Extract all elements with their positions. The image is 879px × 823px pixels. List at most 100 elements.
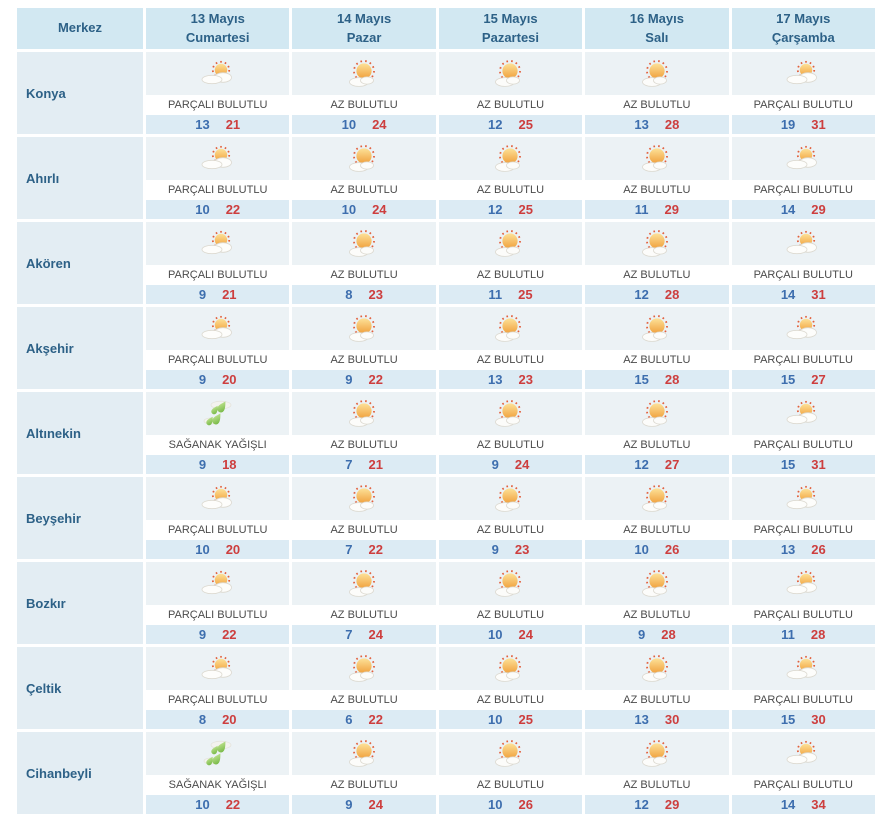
temperature-range: 14 34 xyxy=(731,795,875,814)
max-temp: 21 xyxy=(368,457,383,472)
header-weekday: Pazar xyxy=(346,29,382,45)
forecast-cell: AZ BULUTLU 11 25 xyxy=(438,222,583,304)
max-temp: 26 xyxy=(811,542,826,557)
condition-label: AZ BULUTLU xyxy=(438,435,583,455)
condition-label: PARÇALI BULUTLU xyxy=(731,520,875,540)
max-temp: 25 xyxy=(518,712,533,727)
min-temp: 14 xyxy=(780,202,796,217)
max-temp: 24 xyxy=(368,627,383,642)
condition-label: AZ BULUTLU xyxy=(585,690,729,710)
condition-label: PARÇALI BULUTLU xyxy=(146,605,290,625)
temperature-range: 15 27 xyxy=(731,370,875,389)
temperature-range: 12 25 xyxy=(438,200,583,219)
max-temp: 25 xyxy=(518,202,533,217)
slightly-cloudy-icon xyxy=(438,732,583,775)
partly-cloudy-icon xyxy=(731,732,875,775)
min-temp: 7 xyxy=(345,542,353,557)
min-temp: 10 xyxy=(341,202,357,217)
max-temp: 28 xyxy=(664,117,680,132)
slightly-cloudy-icon xyxy=(585,647,729,690)
forecast-cell: PARÇALI BULUTLU 11 28 xyxy=(731,562,875,644)
forecast-cell: AZ BULUTLU 9 24 xyxy=(438,392,583,474)
forecast-cell: SAĞANAK YAĞIŞLI 9 18 xyxy=(146,392,290,474)
forecast-cell: AZ BULUTLU 7 24 xyxy=(292,562,436,644)
condition-label: AZ BULUTLU xyxy=(292,435,436,455)
condition-label: SAĞANAK YAĞIŞLI xyxy=(146,775,290,795)
slightly-cloudy-icon xyxy=(585,392,729,435)
max-temp: 31 xyxy=(811,287,826,302)
max-temp: 22 xyxy=(368,542,383,557)
temperature-range: 8 23 xyxy=(292,285,436,304)
min-temp: 12 xyxy=(634,797,649,812)
condition-label: PARÇALI BULUTLU xyxy=(731,95,875,115)
condition-label: AZ BULUTLU xyxy=(585,265,729,285)
forecast-cell: AZ BULUTLU 12 29 xyxy=(585,732,729,814)
min-temp: 9 xyxy=(345,372,353,387)
max-temp: 31 xyxy=(811,457,826,472)
forecast-cell: AZ BULUTLU 10 24 xyxy=(438,562,583,644)
min-temp: 10 xyxy=(488,627,503,642)
slightly-cloudy-icon xyxy=(292,647,436,690)
condition-label: AZ BULUTLU xyxy=(438,350,583,370)
forecast-row: Ahırlı PARÇALI BULUTLU 10 22 AZ BULUTLU 10 2… xyxy=(17,137,875,219)
condition-label: SAĞANAK YAĞIŞLI xyxy=(146,435,290,455)
max-temp: 21 xyxy=(222,287,237,302)
min-temp: 12 xyxy=(488,202,503,217)
min-temp: 15 xyxy=(634,372,649,387)
max-temp: 23 xyxy=(518,372,533,387)
min-temp: 13 xyxy=(634,117,649,132)
min-temp: 11 xyxy=(781,627,795,642)
temperature-range: 9 18 xyxy=(146,455,290,474)
forecast-cell: SAĞANAK YAĞIŞLI 10 22 xyxy=(146,732,290,814)
min-temp: 9 xyxy=(491,457,499,472)
temperature-range: 12 29 xyxy=(585,795,729,814)
max-temp: 21 xyxy=(225,117,241,132)
min-temp: 19 xyxy=(780,117,796,132)
condition-label: AZ BULUTLU xyxy=(292,520,436,540)
slightly-cloudy-icon xyxy=(292,52,436,95)
condition-label: PARÇALI BULUTLU xyxy=(731,180,875,200)
forecast-table: Merkez 13 Mayıs Cumartesi 14 Mayıs Pazar 15 … xyxy=(14,5,878,817)
min-temp: 12 xyxy=(634,457,649,472)
forecast-cell: AZ BULUTLU 10 26 xyxy=(585,477,729,559)
temperature-range: 7 24 xyxy=(292,625,436,644)
max-temp: 34 xyxy=(811,797,826,812)
temperature-range: 13 26 xyxy=(731,540,875,559)
temperature-range: 10 20 xyxy=(146,540,290,559)
min-temp: 9 xyxy=(491,542,499,557)
forecast-cell: PARÇALI BULUTLU 19 31 xyxy=(731,52,875,134)
forecast-cell: AZ BULUTLU 15 28 xyxy=(585,307,729,389)
header-date: 15 Mayıs xyxy=(483,11,538,27)
forecast-cell: PARÇALI BULUTLU 9 21 xyxy=(146,222,290,304)
max-temp: 22 xyxy=(368,712,383,727)
partly-cloudy-icon xyxy=(731,477,875,520)
temperature-range: 15 31 xyxy=(731,455,875,474)
forecast-row: Çeltik PARÇALI BULUTLU 8 20 AZ BULUTLU 6 22 … xyxy=(17,647,875,729)
max-temp: 20 xyxy=(222,372,237,387)
condition-label: PARÇALI BULUTLU xyxy=(146,350,290,370)
forecast-cell: AZ BULUTLU 13 28 xyxy=(585,52,729,134)
max-temp: 26 xyxy=(664,542,680,557)
forecast-row: Konya PARÇALI BULUTLU 13 21 AZ BULUTLU 10 24… xyxy=(17,52,875,134)
condition-label: AZ BULUTLU xyxy=(585,180,729,200)
condition-label: AZ BULUTLU xyxy=(292,775,436,795)
forecast-cell: PARÇALI BULUTLU 10 20 xyxy=(146,477,290,559)
forecast-cell: AZ BULUTLU 12 25 xyxy=(438,137,583,219)
max-temp: 23 xyxy=(368,287,383,302)
forecast-cell: AZ BULUTLU 7 22 xyxy=(292,477,436,559)
min-temp: 6 xyxy=(345,712,353,727)
forecast-row: Bozkır PARÇALI BULUTLU 9 22 AZ BULUTLU 7 24 … xyxy=(17,562,875,644)
condition-label: PARÇALI BULUTLU xyxy=(731,690,875,710)
temperature-range: 7 21 xyxy=(292,455,436,474)
partly-cloudy-icon xyxy=(731,562,875,605)
min-temp: 13 xyxy=(488,372,503,387)
min-temp: 9 xyxy=(345,797,353,812)
temperature-range: 11 29 xyxy=(585,200,729,219)
column-header-day: 14 Mayıs Pazar xyxy=(292,8,436,49)
condition-label: AZ BULUTLU xyxy=(585,605,729,625)
column-header-day: 17 Mayıs Çarşamba xyxy=(731,8,875,49)
min-temp: 9 xyxy=(198,627,207,642)
partly-cloudy-icon xyxy=(146,307,290,350)
rain-showers-icon xyxy=(146,392,290,435)
header-weekday: Cumartesi xyxy=(185,29,250,45)
